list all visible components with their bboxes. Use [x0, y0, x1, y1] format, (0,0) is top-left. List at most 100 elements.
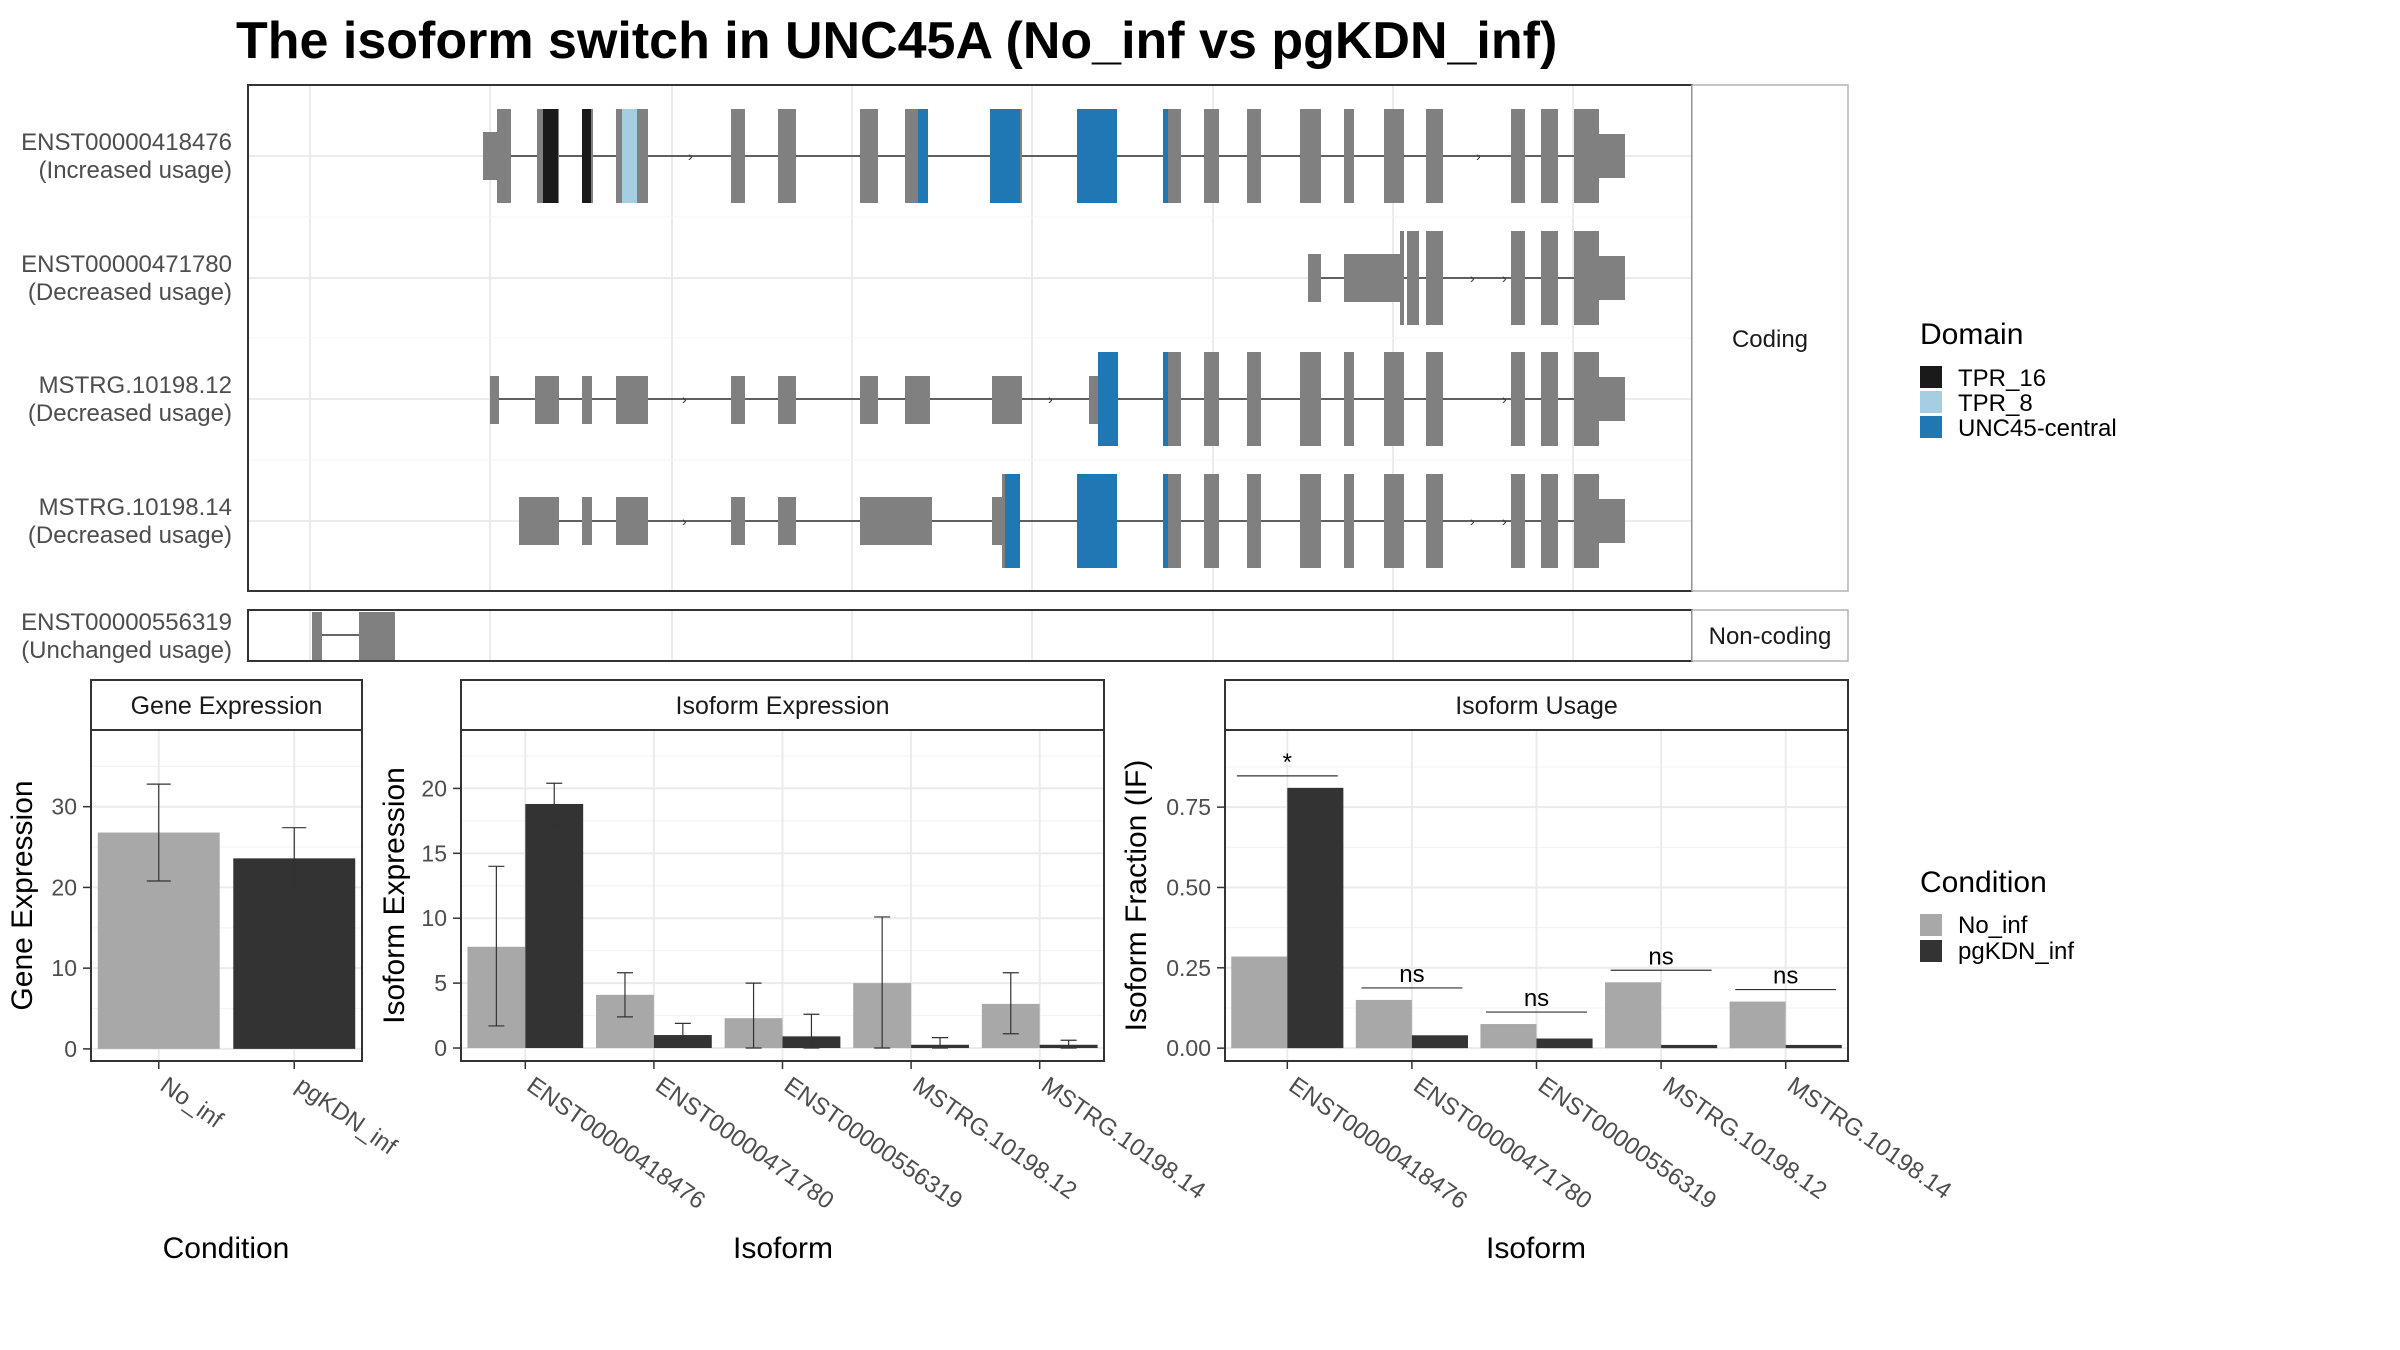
- bar-pgKDN_inf: [1536, 1038, 1593, 1049]
- transcript-label-usage: (Decreased usage): [28, 522, 232, 549]
- legend-label: TPR_8: [1958, 390, 2033, 417]
- bar-pgKDN_inf: [1661, 1044, 1718, 1049]
- bar-No_inf: [1480, 1024, 1537, 1049]
- y-tick-label: 0.75: [1166, 794, 1211, 820]
- x-axis-title: Isoform: [1486, 1232, 1586, 1265]
- bar-pgKDN_inf: [1785, 1044, 1842, 1049]
- y-axis-title: Gene Expression: [6, 780, 39, 1010]
- domain-unc45-central: [1077, 109, 1117, 203]
- transcript-structure-panel: Coding Non-coding ENST00000418476 (Incre…: [21, 84, 1849, 664]
- transcript-labels: ENST00000418476 (Increased usage) ENST00…: [21, 129, 232, 664]
- panel-title: Isoform Usage: [1455, 692, 1618, 720]
- transcript-label-id: MSTRG.10198.14: [39, 494, 232, 521]
- panel-title: Gene Expression: [131, 692, 323, 720]
- y-tick-label: 0.25: [1166, 955, 1211, 981]
- strand-arrow-icon: ›: [1470, 270, 1475, 286]
- y-tick-label: 5: [434, 970, 447, 996]
- legend-label: No_inf: [1958, 912, 2028, 939]
- transcript-label-usage: (Unchanged usage): [21, 637, 232, 664]
- legend-title: Condition: [1920, 866, 2047, 899]
- legend-label: TPR_16: [1958, 365, 2046, 392]
- y-tick-label: 0.50: [1166, 874, 1211, 900]
- bar-pgKDN_inf: [233, 858, 356, 1049]
- x-tick-label: pgKDN_inf: [291, 1072, 402, 1161]
- y-tick-label: 0: [434, 1035, 447, 1061]
- domain-tpr16: [582, 109, 591, 203]
- strand-arrow-icon: ›: [1476, 148, 1481, 164]
- domain-unc45-central: [1077, 474, 1117, 568]
- legend-swatch: [1920, 416, 1942, 438]
- panel-strip: [460, 679, 1105, 731]
- x-axis-title: Condition: [163, 1232, 290, 1265]
- panel-strip: [1224, 679, 1849, 731]
- transcript-label-usage: (Decreased usage): [28, 400, 232, 427]
- noncoding-panel-grid: [309, 611, 1574, 660]
- legend-swatch: [1920, 391, 1942, 413]
- isoform-expression-panel: Isoform Expression05101520ENST0000041847…: [378, 679, 1210, 1265]
- strand-arrow-icon: ›: [1502, 270, 1507, 286]
- figure-title: The isoform switch in UNC45A (No_inf vs …: [236, 12, 1557, 70]
- strand-arrow-icon: ›: [1048, 391, 1053, 407]
- transcript-label-usage: (Increased usage): [39, 157, 232, 184]
- strip-noncoding: [1691, 609, 1849, 662]
- y-tick-label: 20: [421, 775, 447, 801]
- y-tick-label: 10: [51, 955, 77, 981]
- y-tick-label: 20: [51, 874, 77, 900]
- strand-arrow-icon: ›: [688, 148, 693, 164]
- strip-noncoding-label: Non-coding: [1709, 623, 1832, 650]
- y-tick-label: 15: [421, 840, 447, 866]
- bar-pgKDN_inf: [1411, 1035, 1468, 1049]
- strand-arrow-icon: ›: [1470, 513, 1475, 529]
- domain-tpr8: [622, 109, 637, 203]
- bar-No_inf: [1729, 1001, 1786, 1049]
- transcript-label-id: MSTRG.10198.12: [39, 372, 232, 399]
- strand-arrow-icon: ›: [682, 513, 687, 529]
- transcript-model: › › ›: [519, 474, 1625, 568]
- legend-swatch: [1920, 914, 1942, 936]
- significance-label: ns: [1524, 985, 1549, 1012]
- domain-unc45-central: [1005, 474, 1020, 568]
- legend-swatch: [1920, 940, 1942, 962]
- domain-legend: Domain TPR_16 TPR_8 UNC45-central: [1920, 318, 2117, 442]
- domain-tpr16: [543, 109, 558, 203]
- domain-unc45-central: [1163, 474, 1168, 568]
- y-tick-label: 0: [64, 1036, 77, 1062]
- strand-arrow-icon: ›: [1502, 513, 1507, 529]
- exon-block: [312, 612, 322, 660]
- legend-swatch: [1920, 366, 1942, 388]
- y-axis-title: Isoform Expression: [378, 767, 411, 1024]
- domain-unc45-central: [990, 109, 1020, 203]
- panel-strip: [90, 679, 363, 731]
- strip-coding: [1691, 84, 1849, 592]
- coding-panel-grid-minor: [249, 216, 1691, 461]
- bar-No_inf: [1605, 982, 1662, 1049]
- domain-unc45-central: [1098, 352, 1118, 446]
- exon-blocks: [1308, 231, 1625, 325]
- transcript-label-id: ENST00000471780: [21, 251, 232, 278]
- y-tick-label: 30: [51, 794, 77, 820]
- bar-No_inf: [1355, 999, 1412, 1049]
- transcript-model: [312, 612, 395, 660]
- x-axis-title: Isoform: [733, 1232, 833, 1265]
- transcript-model: › ›: [483, 109, 1625, 203]
- transcript-model: › › ›: [490, 352, 1625, 446]
- significance-label: ns: [1399, 961, 1424, 988]
- strand-arrow-icon: ›: [682, 391, 687, 407]
- exon-block: [359, 612, 395, 660]
- transcript-label-id: ENST00000418476: [21, 129, 232, 156]
- noncoding-panel-frame: [247, 609, 1693, 662]
- domain-unc45-central: [918, 109, 928, 203]
- y-tick-label: 10: [421, 905, 447, 931]
- domain-unc45-central: [1163, 109, 1168, 203]
- y-axis-title: Isoform Fraction (IF): [1120, 760, 1153, 1032]
- legend-label: pgKDN_inf: [1958, 938, 2074, 965]
- transcript-model: › ›: [1308, 231, 1625, 325]
- bar-pgKDN_inf: [525, 803, 584, 1049]
- significance-label: ns: [1773, 963, 1798, 990]
- bar-No_inf: [1231, 956, 1288, 1049]
- panel-title: Isoform Expression: [676, 692, 890, 720]
- x-tick-label: No_inf: [155, 1072, 228, 1134]
- significance-label: *: [1283, 749, 1292, 776]
